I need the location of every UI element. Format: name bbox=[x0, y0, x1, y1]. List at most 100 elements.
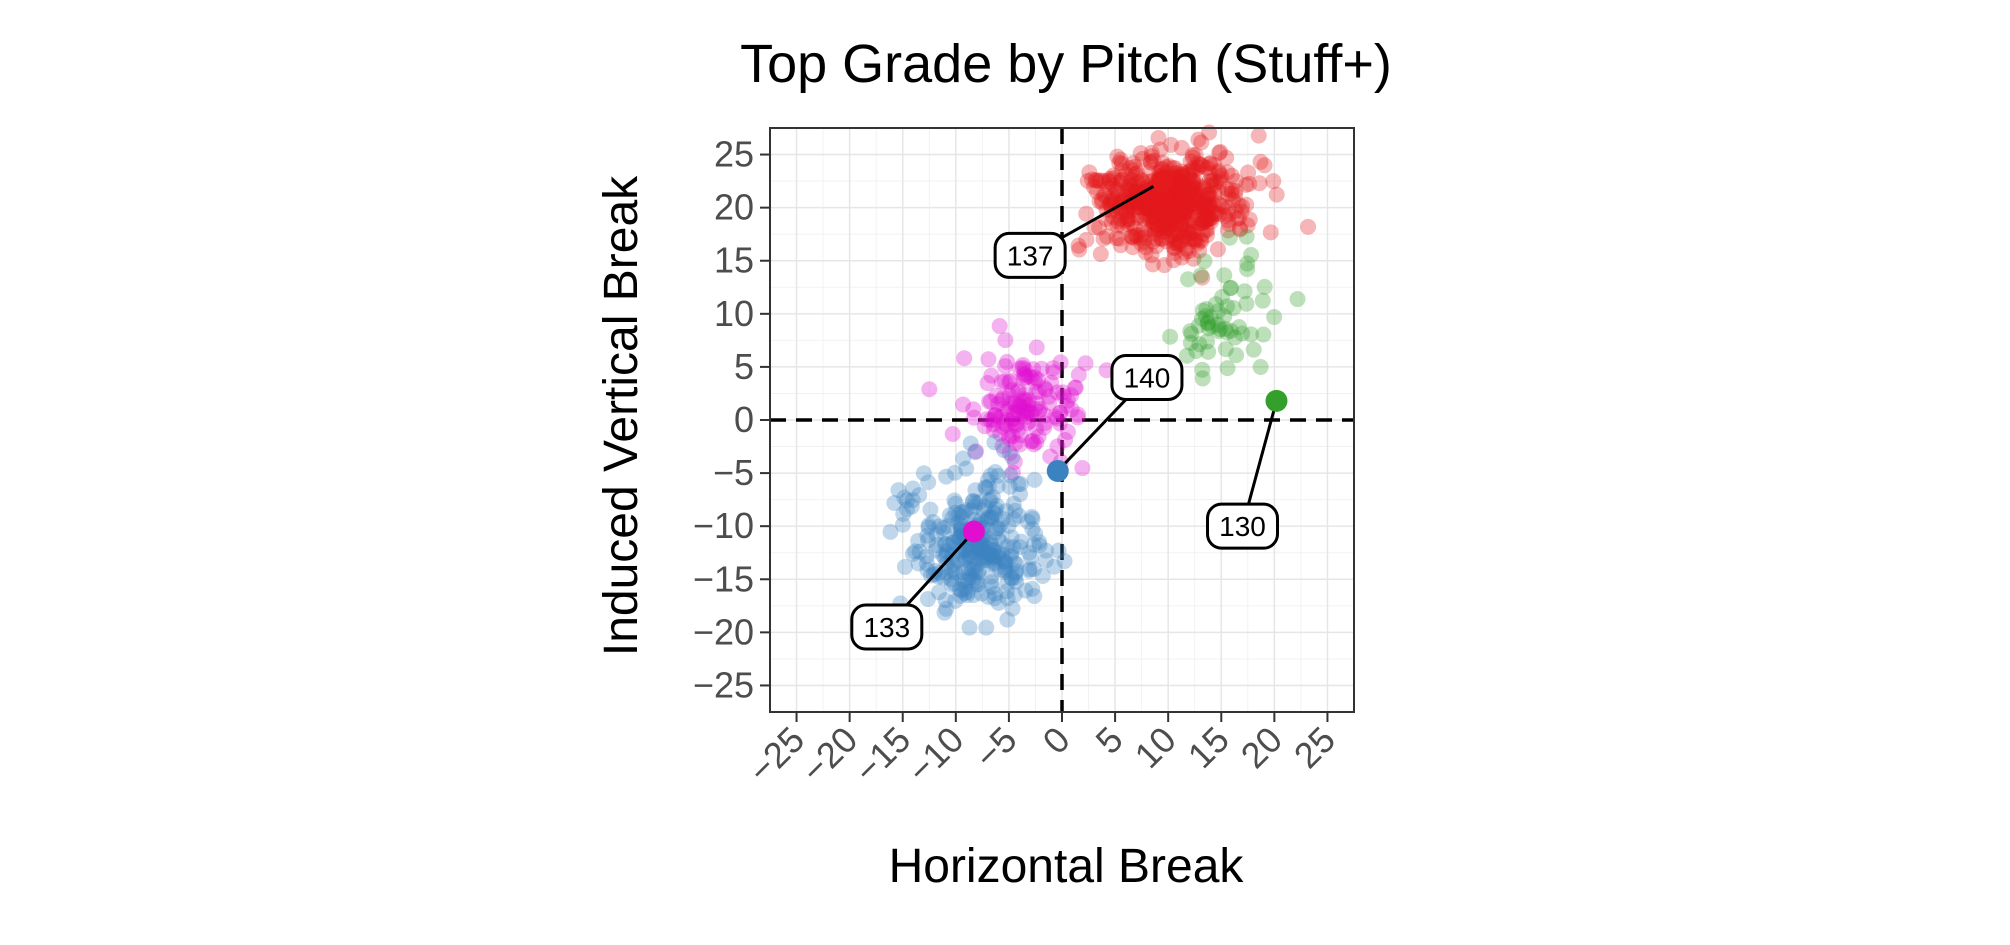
data-point bbox=[1200, 185, 1217, 202]
y-tick-label: 0 bbox=[734, 399, 754, 440]
data-point bbox=[1008, 555, 1025, 572]
data-point bbox=[911, 543, 928, 560]
data-point bbox=[1015, 403, 1032, 420]
data-point bbox=[1101, 172, 1118, 189]
data-point bbox=[956, 585, 973, 602]
data-point bbox=[1096, 187, 1113, 204]
data-point bbox=[1191, 336, 1208, 353]
data-point bbox=[998, 583, 1015, 600]
data-point bbox=[1202, 177, 1219, 194]
callout-140: 140 bbox=[1046, 354, 1184, 482]
data-point bbox=[1166, 187, 1183, 204]
data-point bbox=[1057, 431, 1074, 448]
data-point bbox=[1154, 189, 1171, 206]
data-point bbox=[1141, 196, 1158, 213]
data-point bbox=[1154, 206, 1171, 223]
data-point bbox=[1162, 209, 1179, 226]
data-point bbox=[968, 556, 985, 573]
data-point bbox=[1210, 303, 1227, 320]
data-point bbox=[1135, 221, 1152, 238]
data-point bbox=[965, 492, 982, 509]
data-point bbox=[1210, 164, 1227, 181]
data-point bbox=[1133, 171, 1150, 188]
data-point bbox=[927, 562, 944, 579]
data-point bbox=[937, 592, 954, 609]
data-point bbox=[944, 534, 961, 551]
data-point bbox=[898, 492, 915, 509]
data-point bbox=[1203, 172, 1220, 189]
data-point bbox=[1196, 211, 1213, 228]
data-point bbox=[1008, 562, 1025, 579]
data-point bbox=[1129, 209, 1146, 226]
data-point bbox=[997, 563, 1014, 580]
x-tick-label: −5 bbox=[967, 719, 1025, 777]
data-point bbox=[936, 524, 953, 541]
data-point bbox=[1209, 316, 1226, 333]
data-point bbox=[1210, 323, 1227, 340]
data-point bbox=[1071, 241, 1088, 258]
data-point bbox=[967, 494, 984, 511]
data-point bbox=[990, 520, 1007, 537]
data-point bbox=[1015, 391, 1032, 408]
data-point bbox=[979, 375, 996, 392]
data-point bbox=[1002, 372, 1019, 389]
data-point bbox=[1169, 225, 1186, 242]
data-point bbox=[1156, 223, 1173, 240]
data-point bbox=[1104, 187, 1121, 204]
data-point bbox=[1004, 428, 1021, 445]
data-point bbox=[1205, 197, 1222, 214]
data-point bbox=[928, 537, 945, 554]
data-point bbox=[1105, 192, 1122, 209]
data-point bbox=[1171, 225, 1188, 242]
data-point bbox=[987, 548, 1004, 565]
data-point bbox=[997, 562, 1014, 579]
data-point bbox=[1170, 183, 1187, 200]
data-point bbox=[1170, 189, 1187, 206]
data-point bbox=[1200, 208, 1217, 225]
data-point bbox=[1182, 197, 1199, 214]
data-point bbox=[1074, 460, 1091, 477]
data-point bbox=[1159, 216, 1176, 233]
data-point bbox=[1202, 210, 1219, 227]
data-point bbox=[1002, 467, 1019, 484]
data-point bbox=[1111, 154, 1128, 171]
data-point bbox=[1022, 405, 1039, 422]
data-point bbox=[984, 555, 1001, 572]
data-point bbox=[1153, 200, 1170, 217]
data-point bbox=[1169, 200, 1186, 217]
data-point bbox=[1122, 199, 1139, 216]
data-point bbox=[1004, 449, 1021, 466]
data-point bbox=[1204, 318, 1221, 335]
data-point bbox=[970, 576, 987, 593]
data-point bbox=[1202, 309, 1219, 326]
data-point bbox=[1140, 200, 1157, 217]
data-point bbox=[1031, 383, 1048, 400]
data-point bbox=[1174, 167, 1191, 184]
data-point bbox=[1155, 210, 1172, 227]
data-point bbox=[1141, 208, 1158, 225]
data-point bbox=[1231, 220, 1248, 237]
data-point bbox=[1172, 199, 1189, 216]
data-point bbox=[1153, 188, 1170, 205]
data-point bbox=[1174, 163, 1191, 180]
data-point bbox=[1182, 225, 1199, 242]
data-point bbox=[981, 492, 998, 509]
data-point bbox=[1066, 379, 1083, 396]
data-point bbox=[1095, 173, 1112, 190]
data-point bbox=[1079, 172, 1096, 189]
data-point bbox=[1205, 204, 1222, 221]
data-point bbox=[969, 538, 986, 555]
data-point bbox=[1236, 283, 1253, 300]
data-point bbox=[1023, 433, 1040, 450]
data-point bbox=[1185, 250, 1202, 267]
data-point bbox=[1166, 244, 1183, 261]
data-point bbox=[1145, 188, 1162, 205]
data-point bbox=[1031, 537, 1048, 554]
data-point bbox=[1120, 181, 1137, 198]
data-point bbox=[894, 516, 911, 533]
data-point bbox=[1198, 200, 1215, 217]
data-point bbox=[1136, 229, 1153, 246]
data-point bbox=[1181, 217, 1198, 234]
data-point bbox=[1143, 144, 1160, 161]
data-point bbox=[1175, 184, 1192, 201]
